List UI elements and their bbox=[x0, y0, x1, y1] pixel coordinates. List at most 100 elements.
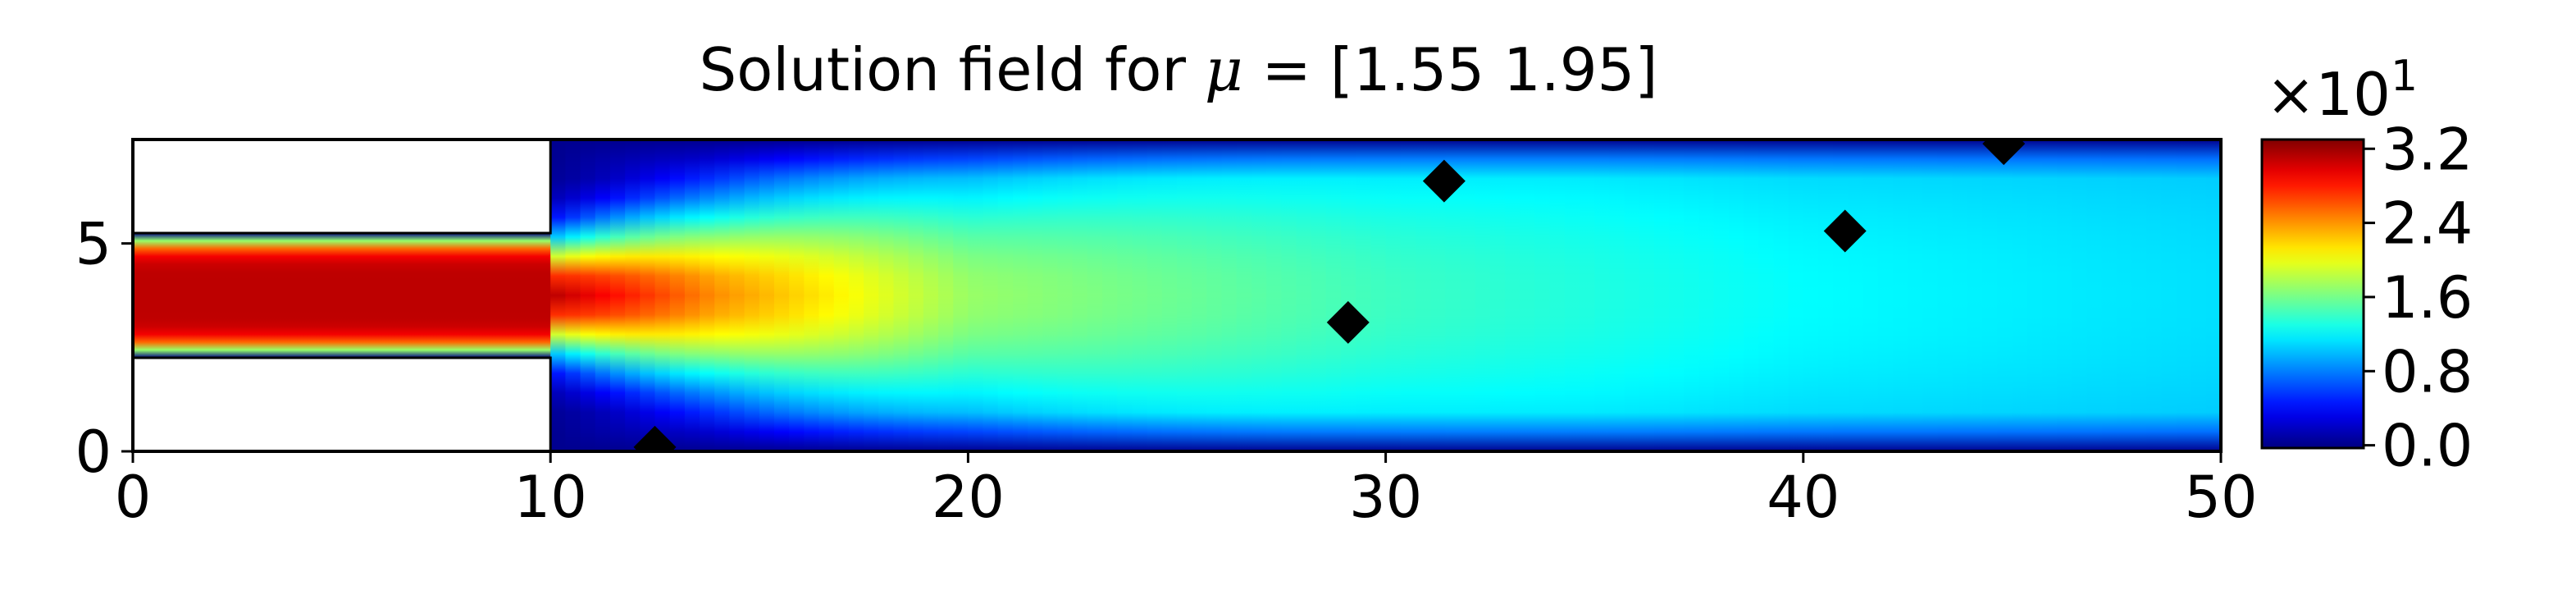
field-strip bbox=[267, 233, 283, 358]
field-strip bbox=[1400, 140, 1416, 451]
field-strip bbox=[1817, 140, 1835, 451]
field-strip bbox=[1251, 140, 1268, 451]
field-strip bbox=[1684, 140, 1700, 451]
field-strip bbox=[2176, 140, 2192, 451]
field-strip bbox=[192, 233, 208, 358]
field-strip bbox=[595, 140, 611, 451]
field-strip bbox=[1773, 140, 1790, 451]
field-strip bbox=[953, 140, 969, 451]
field-strip bbox=[1117, 140, 1133, 451]
field-strip bbox=[1385, 140, 1402, 451]
plot-frame bbox=[131, 138, 2223, 453]
field-strip bbox=[669, 140, 686, 451]
field-strip bbox=[312, 233, 328, 358]
field-strip bbox=[1311, 140, 1327, 451]
field-strip bbox=[1848, 140, 1864, 451]
field-strip bbox=[1877, 140, 1894, 451]
x-tick-label: 30 bbox=[1349, 464, 1422, 531]
y-tick-label: 5 bbox=[75, 211, 112, 278]
field-strip bbox=[1147, 140, 1163, 451]
field-strip bbox=[2041, 140, 2058, 451]
field-strip bbox=[1177, 140, 1193, 451]
field-strip bbox=[237, 233, 253, 358]
field-strip bbox=[1415, 140, 1432, 451]
field-strip bbox=[1028, 140, 1044, 451]
field-strip bbox=[2086, 140, 2103, 451]
field-strip bbox=[700, 140, 716, 451]
field-strip bbox=[2131, 140, 2148, 451]
field-strip bbox=[2116, 140, 2132, 451]
field-strip bbox=[654, 140, 671, 451]
field-strip bbox=[1460, 140, 1476, 451]
field-strip bbox=[893, 140, 910, 451]
field-strip bbox=[476, 233, 492, 358]
field-strip bbox=[2161, 140, 2177, 451]
field-strip bbox=[401, 233, 417, 358]
field-strip bbox=[714, 140, 731, 451]
field-strip bbox=[1281, 140, 1297, 451]
field-strip bbox=[640, 140, 656, 451]
x-tick-label: 40 bbox=[1767, 464, 1840, 531]
field-strip bbox=[1833, 140, 1849, 451]
field-strip bbox=[1161, 140, 1178, 451]
field-strip bbox=[1489, 140, 1507, 451]
probe-marker bbox=[1326, 300, 1370, 344]
field-strip bbox=[1132, 140, 1148, 451]
field-strip bbox=[2191, 140, 2207, 451]
field-strip bbox=[1042, 140, 1059, 451]
field-strip bbox=[2146, 140, 2163, 451]
field-strip bbox=[297, 233, 313, 358]
field-strip bbox=[2012, 140, 2028, 451]
field-strip bbox=[490, 233, 507, 358]
field-strip bbox=[983, 140, 999, 451]
field-strip bbox=[818, 140, 835, 451]
colorbar-tick-label: 3.2 bbox=[2382, 116, 2473, 183]
field-strip bbox=[386, 233, 403, 358]
field-strip bbox=[1803, 140, 1819, 451]
field-strip bbox=[341, 233, 358, 358]
channel-wall bbox=[133, 140, 552, 235]
heatmap-field bbox=[133, 140, 2221, 451]
field-strip bbox=[2072, 140, 2088, 451]
chart-title: Solution field for μ = [1.55 1.95] bbox=[700, 35, 1658, 104]
colorbar-multiplier: ×101 bbox=[2266, 52, 2418, 129]
probe-markers bbox=[633, 140, 2026, 451]
y-tick-label: 0 bbox=[75, 419, 112, 486]
field-strip bbox=[2027, 140, 2043, 451]
field-strip bbox=[1370, 140, 1387, 451]
field-strip bbox=[281, 233, 299, 358]
field-strip bbox=[759, 140, 775, 451]
field-strip bbox=[1325, 140, 1343, 451]
field-strip bbox=[729, 140, 745, 451]
field-strip bbox=[1102, 140, 1119, 451]
field-strip bbox=[1728, 140, 1745, 451]
field-strip bbox=[461, 233, 477, 358]
field-strip bbox=[1937, 140, 1954, 451]
field-strip bbox=[1982, 140, 1999, 451]
field-strip bbox=[520, 233, 537, 358]
field-strip bbox=[222, 233, 239, 358]
field-strip bbox=[864, 140, 880, 451]
field-strip bbox=[625, 140, 641, 451]
field-strip bbox=[1087, 140, 1104, 451]
field-strip bbox=[326, 233, 343, 358]
field-strip bbox=[744, 140, 760, 451]
field-strip bbox=[804, 140, 820, 451]
field-strip bbox=[1967, 140, 1984, 451]
field-strip bbox=[1653, 140, 1671, 451]
field-strip bbox=[445, 233, 463, 358]
y-axis-ticks: 05 bbox=[75, 211, 133, 486]
field-strip bbox=[1669, 140, 1685, 451]
field-strip bbox=[1266, 140, 1283, 451]
field-strip bbox=[177, 233, 194, 358]
colorbar-ticks: 0.0 0.81.62.4 3.2 bbox=[2364, 116, 2473, 480]
field-strip bbox=[1713, 140, 1730, 451]
field-strip bbox=[1952, 140, 1968, 451]
field-strip bbox=[1908, 140, 1924, 451]
colorbar-tick-label: 2.4 bbox=[2382, 190, 2473, 258]
field-strip bbox=[968, 140, 984, 451]
field-strip bbox=[1624, 140, 1640, 451]
field-strip bbox=[252, 233, 268, 358]
field-strip bbox=[536, 233, 552, 358]
field-strip bbox=[789, 140, 805, 451]
